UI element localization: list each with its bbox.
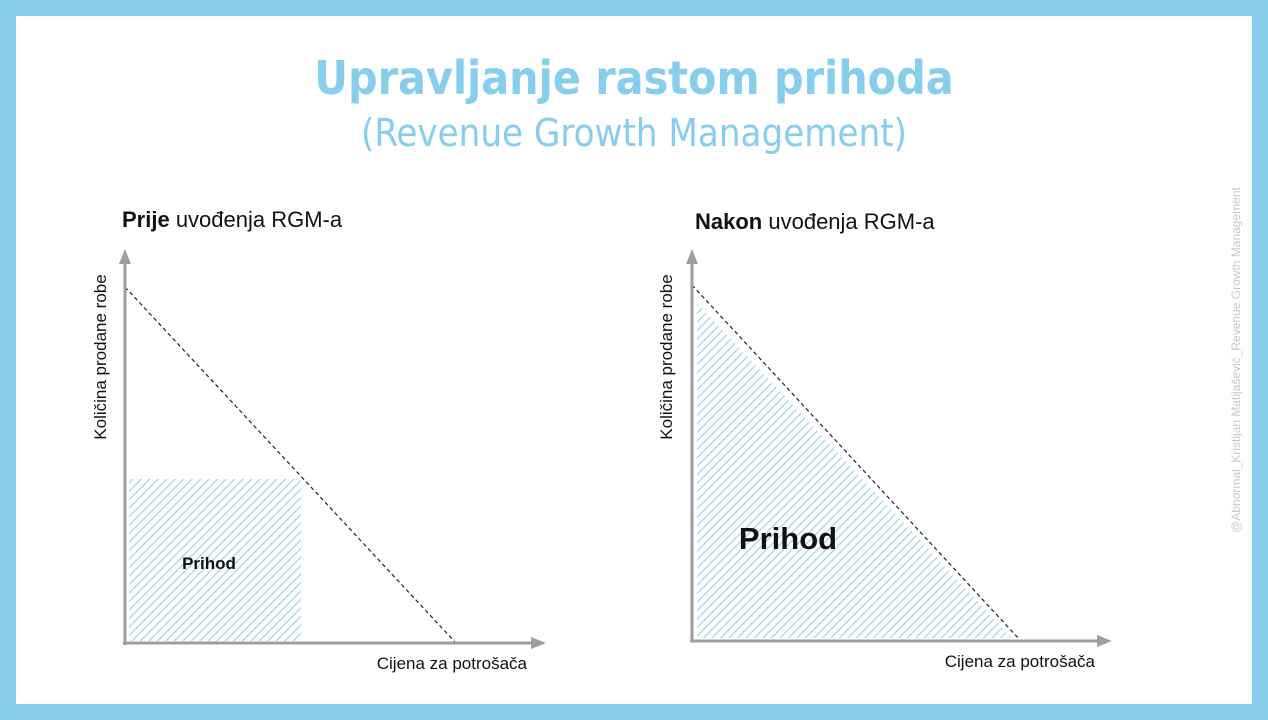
panel-left-heading-bold: Prije: [122, 207, 170, 232]
panel-right-heading-rest: uvođenja RGM-a: [762, 209, 935, 234]
panel-left-heading-rest: uvođenja RGM-a: [169, 207, 343, 232]
demand-line-right: [691, 284, 1021, 641]
y-axis-label-left: Količina prodane robe: [91, 274, 110, 439]
y-axis-arrow-right: [686, 249, 698, 264]
panel-left: Prihod Količina prodane robe Cijena za p…: [91, 249, 546, 673]
y-axis-arrow-left: [119, 249, 131, 264]
x-axis-arrow-left: [531, 637, 546, 649]
y-axis-label-right: Količina prodane robe: [657, 274, 676, 439]
panel-right-heading-bold: Nakon: [695, 209, 763, 234]
page-subtitle: (Revenue Growth Management): [360, 111, 907, 155]
panel-right-heading: Nakon uvođenja RGM-a: [695, 209, 935, 235]
demand-line-left: [124, 286, 456, 643]
panel-left-heading: Prije uvođenja RGM-a: [122, 207, 342, 233]
x-axis-label-right: Cijena za potrošača: [945, 652, 1096, 671]
page-title: Upravljanje rastom prihoda: [314, 51, 954, 105]
x-axis-arrow-right: [1097, 635, 1112, 647]
revenue-label-left: Prihod: [182, 554, 236, 573]
revenue-area-left: [129, 479, 301, 641]
revenue-area-right: [697, 303, 1012, 638]
revenue-label-right: Prihod: [739, 521, 837, 556]
panel-right: Prihod Količina prodane robe Cijena za p…: [657, 249, 1112, 671]
x-axis-label-left: Cijena za potrošača: [377, 654, 528, 673]
